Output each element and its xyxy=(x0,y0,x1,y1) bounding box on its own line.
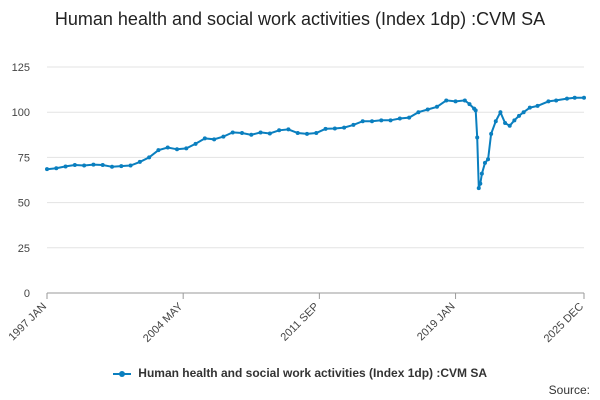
data-point[interactable] xyxy=(521,110,526,115)
data-point[interactable] xyxy=(476,186,481,191)
data-point[interactable] xyxy=(267,131,272,136)
chart-title: Human health and social work activities … xyxy=(54,9,546,29)
data-point[interactable] xyxy=(493,119,498,124)
data-point[interactable] xyxy=(54,166,59,171)
data-point[interactable] xyxy=(467,102,472,107)
data-point[interactable] xyxy=(379,118,384,123)
data-point[interactable] xyxy=(137,159,142,164)
x-tick-label: 2004 MAY xyxy=(141,300,186,345)
data-point[interactable] xyxy=(482,160,487,165)
data-point[interactable] xyxy=(498,110,503,115)
data-point[interactable] xyxy=(193,141,198,146)
data-point[interactable] xyxy=(230,130,235,135)
data-point[interactable] xyxy=(165,145,170,150)
data-point[interactable] xyxy=(479,171,484,176)
data-point[interactable] xyxy=(507,123,512,128)
data-point[interactable] xyxy=(128,163,133,168)
data-point[interactable] xyxy=(582,95,586,100)
legend-label: Human health and social work activities … xyxy=(138,366,488,380)
y-tick-label: 0 xyxy=(24,288,30,300)
legend[interactable]: Human health and social work activities … xyxy=(0,366,600,380)
data-point[interactable] xyxy=(304,131,309,136)
data-point[interactable] xyxy=(564,96,569,101)
data-point[interactable] xyxy=(286,127,291,132)
data-point[interactable] xyxy=(425,107,430,112)
data-point[interactable] xyxy=(535,103,540,108)
data-point[interactable] xyxy=(63,164,68,169)
series-points xyxy=(45,95,586,191)
data-point[interactable] xyxy=(475,135,480,140)
data-point[interactable] xyxy=(212,137,217,142)
data-point[interactable] xyxy=(453,99,458,104)
y-tick-label: 50 xyxy=(18,198,30,210)
data-point[interactable] xyxy=(184,146,189,151)
y-tick-label: 75 xyxy=(18,152,30,164)
data-point[interactable] xyxy=(462,98,467,103)
data-point[interactable] xyxy=(512,118,517,123)
data-point[interactable] xyxy=(295,130,300,135)
data-point[interactable] xyxy=(478,181,483,186)
data-point[interactable] xyxy=(156,148,161,153)
y-tick-label: 25 xyxy=(18,243,30,255)
y-tick-label: 100 xyxy=(12,107,30,119)
grid-lines xyxy=(47,66,584,294)
data-point[interactable] xyxy=(323,126,328,131)
x-tick-label: 2011 SEP xyxy=(279,301,322,344)
data-point[interactable] xyxy=(239,130,244,135)
data-point[interactable] xyxy=(388,118,393,123)
data-point[interactable] xyxy=(572,95,577,100)
data-point[interactable] xyxy=(91,162,96,167)
data-point[interactable] xyxy=(360,119,365,124)
source-label: Source: xyxy=(548,383,590,397)
data-point[interactable] xyxy=(147,155,152,160)
data-point[interactable] xyxy=(554,98,559,103)
data-point[interactable] xyxy=(202,136,207,141)
x-tick-label: 2019 JAN xyxy=(415,301,458,344)
data-point[interactable] xyxy=(221,134,226,139)
data-point[interactable] xyxy=(503,121,508,126)
data-point[interactable] xyxy=(100,162,105,167)
data-point[interactable] xyxy=(369,119,374,124)
data-point[interactable] xyxy=(444,98,449,103)
data-point[interactable] xyxy=(527,105,532,110)
data-point[interactable] xyxy=(277,128,282,133)
data-point[interactable] xyxy=(397,116,402,121)
data-point[interactable] xyxy=(407,115,412,120)
data-point[interactable] xyxy=(342,125,347,130)
y-tick-label: 125 xyxy=(12,62,30,74)
x-axis: 1997 JAN 2004 MAY 2011 SEP 2019 JAN 2025 DEC xyxy=(6,293,586,345)
x-tick-label: 1997 JAN xyxy=(6,301,49,344)
x-tick-label: 2025 DEC xyxy=(542,301,586,345)
data-point[interactable] xyxy=(486,157,491,162)
data-point[interactable] xyxy=(351,122,356,127)
data-point[interactable] xyxy=(82,163,87,168)
data-point[interactable] xyxy=(546,99,551,104)
data-point[interactable] xyxy=(489,131,494,136)
data-point[interactable] xyxy=(332,126,337,131)
data-point[interactable] xyxy=(249,132,254,137)
data-point[interactable] xyxy=(517,113,522,118)
data-point[interactable] xyxy=(434,104,439,109)
data-point[interactable] xyxy=(416,110,421,115)
y-axis: 0 25 50 75 100 125 xyxy=(12,62,30,300)
data-point[interactable] xyxy=(314,130,319,135)
data-point[interactable] xyxy=(174,147,179,152)
data-point[interactable] xyxy=(72,162,77,167)
data-point[interactable] xyxy=(119,164,124,169)
data-point[interactable] xyxy=(258,130,263,135)
data-point[interactable] xyxy=(109,164,114,169)
data-point[interactable] xyxy=(45,167,49,172)
series-line xyxy=(46,96,584,189)
legend-swatch-icon xyxy=(112,369,131,379)
data-point[interactable] xyxy=(473,108,478,113)
